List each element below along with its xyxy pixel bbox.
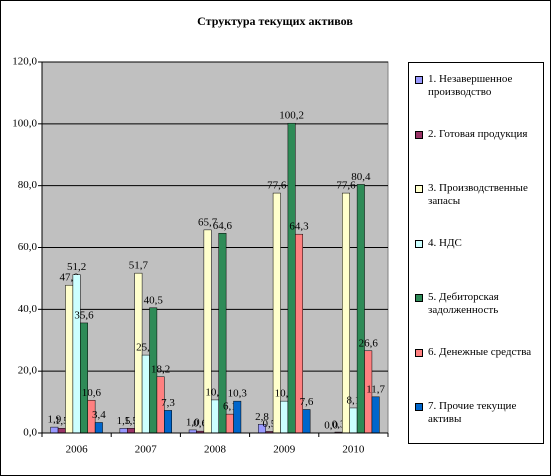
legend-label: 2. Готовая продукция (428, 127, 528, 140)
x-tick-label: 2007 (135, 444, 158, 456)
bar (203, 229, 212, 434)
data-label: 51,7 (129, 260, 149, 272)
data-label: 11,7 (366, 383, 385, 395)
x-tick-label: 2009 (273, 444, 296, 456)
data-label: 77,6 (267, 180, 287, 192)
y-tick-label: 40,0 (18, 303, 38, 315)
data-label: 7,6 (300, 396, 314, 408)
legend-swatch (415, 239, 423, 248)
bar (225, 413, 234, 434)
y-tick-label: 60,0 (18, 241, 38, 253)
data-label: 7,3 (161, 397, 175, 409)
data-label: 18,2 (151, 363, 170, 375)
x-tick-label: 2010 (342, 444, 365, 456)
legend-entry: 7. Прочие текущие активы (415, 400, 539, 426)
chart-title: Структура текущих активов (197, 14, 353, 28)
legend-label: 3. Производственные запасы (428, 182, 528, 208)
data-label: 26,6 (359, 337, 379, 349)
legend-entry: 6. Денежные средства (415, 346, 539, 359)
legend-swatch (415, 130, 423, 139)
bar (371, 396, 380, 434)
bar (119, 428, 128, 434)
legend-swatch (415, 76, 423, 84)
data-label: 51,2 (67, 261, 86, 273)
legend-label: 4. НДС (428, 236, 462, 249)
data-label: 64,6 (213, 220, 233, 232)
bar (302, 409, 311, 434)
data-label: 0,0 (324, 420, 338, 432)
bar (211, 399, 219, 434)
bar (57, 428, 66, 434)
bar (127, 428, 135, 434)
legend-swatch (415, 185, 423, 194)
data-label: 64,3 (289, 221, 309, 233)
data-label: 3,4 (92, 409, 106, 421)
data-label: 10,6 (82, 387, 102, 399)
legend-entry: 4. НДС (415, 237, 539, 250)
bar (80, 322, 88, 434)
bar (141, 354, 150, 434)
data-label: 40,5 (144, 294, 164, 306)
legend-swatch (415, 403, 423, 412)
bar (94, 422, 103, 434)
legend-entry: 1. Незавершенное производство (415, 73, 539, 99)
legend-label: 7. Прочие текущие активы (428, 400, 517, 426)
data-label: 1,5 (117, 415, 131, 427)
data-label: 6,1 (223, 401, 237, 413)
legend-swatch (415, 294, 423, 303)
data-label: 65,7 (198, 216, 218, 228)
data-label: 8,1 (347, 394, 361, 406)
bar (50, 426, 59, 434)
data-label: 1,9 (47, 414, 61, 426)
legend-label: 1. Незавершенное производство (428, 73, 513, 98)
legend-entry: 5. Дебиторская задолженность (415, 291, 539, 317)
bar (287, 122, 296, 434)
y-tick-label: 100,0 (12, 117, 37, 129)
x-tick-label: 2006 (66, 444, 89, 456)
y-tick-label: 0,0 (23, 427, 37, 439)
data-label: 100,2 (279, 110, 304, 122)
bar (72, 274, 81, 434)
y-tick-label: 80,0 (18, 179, 38, 191)
data-label: 1,0 (186, 416, 200, 428)
legend-label: 6. Денежные средства (428, 345, 532, 358)
legend: 1. Незавершенное производство 2. Готовая … (408, 62, 544, 444)
bar (233, 400, 242, 434)
bar (65, 284, 74, 434)
legend-label: 5. Дебиторская задолженность (428, 291, 499, 317)
x-tick-label: 2008 (204, 444, 227, 456)
legend-swatch (415, 348, 423, 357)
data-label: 2,8 (255, 411, 269, 423)
data-label: 35,6 (74, 309, 94, 321)
data-label: 80,4 (351, 171, 371, 183)
y-tick-label: 120,0 (12, 56, 37, 68)
data-label: 10,3 (228, 388, 248, 400)
bar (280, 400, 289, 434)
legend-entry: 2. Готовая продукция (415, 128, 539, 141)
y-tick-label: 20,0 (18, 365, 38, 377)
bar (164, 410, 172, 434)
data-label: 77,6 (336, 180, 356, 192)
legend-entry: 3. Производственные запасы (415, 182, 539, 208)
bar (349, 407, 358, 434)
bar (356, 184, 365, 434)
